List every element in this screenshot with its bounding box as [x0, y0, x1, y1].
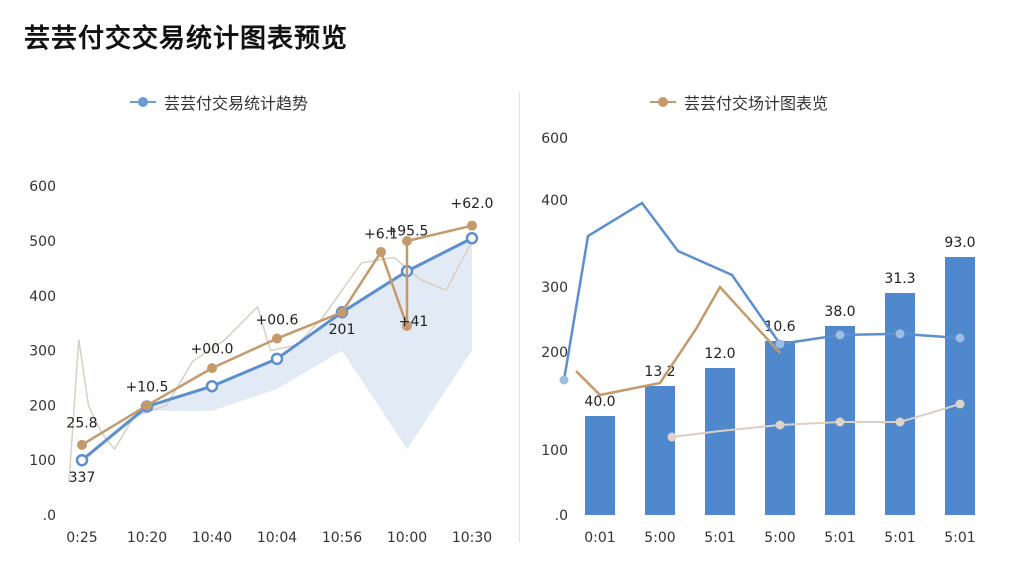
y-tick-label: .0: [555, 508, 568, 524]
y-tick-label: 400: [29, 289, 56, 305]
y-tick-label: 300: [29, 344, 56, 360]
overlay-point-noise: [775, 420, 785, 430]
x-tick-label: 10:40: [192, 530, 232, 546]
overlay-point-noise: [895, 417, 905, 427]
bar: [945, 257, 975, 515]
data-label: +6.1: [364, 226, 398, 242]
x-tick-label: 10:20: [127, 530, 167, 546]
tan-point: [467, 220, 477, 231]
overlay-point-noise: [955, 399, 965, 409]
x-tick-label: 5:01: [944, 530, 975, 546]
overlay-line-noise: [671, 403, 961, 438]
overlay-point-blue: [955, 333, 965, 343]
bar-data-label: 13.2: [644, 364, 675, 380]
legend-line-marker-icon: [130, 96, 156, 108]
blue-point: [270, 352, 284, 366]
tan-point: [376, 246, 386, 257]
x-tick-label: 5:01: [824, 530, 855, 546]
legend-trend-label: 芸芸付交易统计趋势: [164, 94, 309, 113]
overlay-point-blue: [895, 329, 905, 339]
bar-data-label: 12.0: [704, 346, 735, 362]
x-tick-label: 10:00: [387, 530, 427, 546]
blue-point: [465, 232, 479, 245]
legend-trend: 芸芸付交易统计趋势: [130, 90, 308, 114]
y-tick-label: 100: [541, 443, 568, 459]
overlay-point-blue: [775, 339, 785, 349]
tan-point: [402, 320, 412, 331]
tan-point: [207, 363, 217, 374]
x-tick-label: 5:01: [704, 530, 735, 546]
x-tick-label: 10:30: [452, 530, 492, 546]
tan-point: [142, 400, 152, 411]
page-title: 芸芸付交交易统计图表预览: [24, 24, 349, 54]
x-tick-label: 5:01: [884, 530, 915, 546]
x-tick-label: 5:00: [764, 530, 795, 546]
data-label: +10.5: [126, 380, 169, 396]
trend-area-band: [82, 238, 472, 461]
bar: [705, 368, 735, 515]
data-label: +41: [399, 314, 429, 330]
combo-chart-canvas: .0 100 200 300 400 600 0:01 5:00 5:01 5:00 5:01 5:0…: [541, 131, 975, 546]
y-tick-label: 400: [541, 193, 568, 209]
data-label: +95.5: [386, 224, 429, 240]
blue-point: [205, 379, 219, 393]
overlay-line-blue: [562, 201, 961, 381]
y-tick-label: 500: [29, 234, 56, 250]
tan-point: [337, 307, 347, 318]
data-label: +62.0: [451, 196, 494, 212]
legend-line-marker-icon: [650, 96, 676, 108]
overlay-point-noise: [667, 432, 677, 442]
bar-data-label: 40.0: [584, 394, 615, 410]
data-label: +00.0: [191, 341, 234, 357]
overlay-point-blue: [835, 330, 845, 340]
combo-bar-chart: 芸芸付交场计图表览 .0 100 200 300 400 600 0:01 5:00 5:01 5…: [530, 80, 1010, 560]
y-tick-label: .0: [43, 508, 56, 524]
overlay-point-noise: [835, 417, 845, 427]
x-tick-label: 5:00: [644, 530, 675, 546]
bar: [645, 386, 675, 515]
bar-data-label: 93.0: [944, 235, 975, 251]
data-label: 25.8: [66, 415, 97, 431]
y-tick-label: 600: [29, 179, 56, 195]
legend-combo: 芸芸付交场计图表览: [650, 90, 828, 114]
y-tick-label: 600: [541, 131, 568, 147]
tan-point: [402, 236, 412, 246]
x-tick-label: 10:56: [322, 530, 362, 546]
legend-combo-label: 芸芸付交场计图表览: [684, 94, 829, 113]
trend-line-chart: 芸芸付交易统计趋势 .0 100 200 300 400 500 600 0:25 10:20 1…: [20, 80, 510, 560]
data-label: +00.6: [256, 312, 299, 328]
y-tick-label: 200: [29, 398, 56, 414]
tan-point: [272, 333, 282, 344]
bar: [585, 416, 615, 515]
x-tick-label: 10:04: [257, 530, 297, 546]
trend-chart-canvas: .0 100 200 300 400 500 600 0:25 10:20 10:40 10:04 1…: [29, 179, 494, 546]
data-label: 201: [329, 322, 356, 338]
y-tick-label: 300: [541, 280, 568, 296]
overlay-line-tan: [575, 284, 781, 397]
blue-point: [75, 453, 89, 467]
y-tick-label: 200: [541, 345, 568, 361]
x-tick-label: 0:25: [66, 530, 97, 546]
y-tick-label: 100: [29, 453, 56, 469]
bar: [885, 293, 915, 515]
tan-point: [77, 439, 87, 450]
bar-data-label: 38.0: [824, 304, 855, 320]
bar-data-label: 31.3: [884, 271, 915, 287]
overlay-point-blue: [559, 375, 569, 385]
x-tick-label: 0:01: [584, 530, 615, 546]
panel-divider: [519, 92, 520, 542]
data-label: 337: [69, 470, 96, 486]
noise-line: [68, 240, 473, 483]
